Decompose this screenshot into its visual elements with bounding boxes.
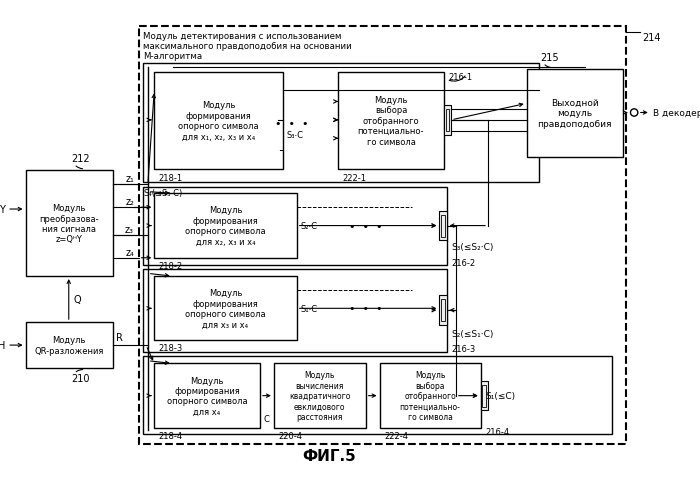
Text: S₁(≤C): S₁(≤C) bbox=[485, 391, 515, 400]
Text: •  •  •: • • • bbox=[349, 221, 382, 231]
Bar bbox=[446, 110, 449, 132]
Text: 216-1: 216-1 bbox=[449, 73, 472, 82]
Bar bbox=[481, 381, 488, 410]
Text: H: H bbox=[0, 341, 6, 350]
Bar bbox=[26, 171, 113, 277]
Bar bbox=[440, 211, 447, 241]
Bar bbox=[144, 356, 612, 434]
Bar bbox=[444, 106, 452, 135]
Text: Модуль
формирования
опорного символа
для x₃ и x₄: Модуль формирования опорного символа для… bbox=[186, 288, 266, 329]
Bar bbox=[144, 187, 447, 265]
Text: z₄: z₄ bbox=[125, 247, 134, 257]
Text: S₂⋅C: S₂⋅C bbox=[300, 222, 317, 231]
Text: S₂(≤S₁⋅C): S₂(≤S₁⋅C) bbox=[452, 329, 493, 338]
Text: z₂: z₂ bbox=[125, 197, 134, 207]
Text: 212: 212 bbox=[71, 154, 90, 163]
Text: 216-4: 216-4 bbox=[485, 427, 510, 436]
Text: Y: Y bbox=[0, 204, 6, 215]
Text: 215: 215 bbox=[540, 53, 559, 63]
Text: Q: Q bbox=[74, 295, 81, 305]
Text: C: C bbox=[263, 414, 270, 423]
Text: 220-4: 220-4 bbox=[279, 431, 302, 440]
Text: В декодер: В декодер bbox=[652, 109, 700, 118]
Text: z₁: z₁ bbox=[125, 174, 134, 184]
Text: •  •  •: • • • bbox=[275, 119, 309, 128]
Text: S₃⋅C: S₃⋅C bbox=[286, 131, 304, 140]
Text: Модуль
преобразова-
ния сигнала
z=QᴴY: Модуль преобразова- ния сигнала z=QᴴY bbox=[39, 204, 99, 244]
Text: 214: 214 bbox=[643, 33, 661, 42]
Text: 218-2: 218-2 bbox=[159, 261, 183, 270]
Text: S₃(≤S₂⋅C): S₃(≤S₂⋅C) bbox=[452, 243, 493, 252]
Text: Модуль
выбора
отобранного
потенциально-
го символа: Модуль выбора отобранного потенциально- … bbox=[358, 96, 424, 146]
Text: Модуль
выбора
отобранного
потенциально-
го символа: Модуль выбора отобранного потенциально- … bbox=[400, 370, 461, 421]
Text: Модуль
вычисления
квадратичного
евклидового
расстояния: Модуль вычисления квадратичного евклидов… bbox=[289, 370, 351, 421]
Bar bbox=[274, 364, 365, 428]
Bar bbox=[441, 300, 444, 322]
Text: 222-4: 222-4 bbox=[384, 431, 408, 440]
Text: Модуль
QR-разложения: Модуль QR-разложения bbox=[34, 336, 104, 355]
Bar bbox=[139, 27, 626, 445]
Bar bbox=[154, 73, 283, 169]
Bar bbox=[379, 364, 481, 428]
Bar bbox=[144, 269, 447, 352]
Text: 218-3: 218-3 bbox=[159, 344, 183, 352]
Text: 210: 210 bbox=[71, 373, 90, 383]
Text: R: R bbox=[116, 333, 122, 343]
Bar bbox=[154, 277, 297, 341]
Text: 218-4: 218-4 bbox=[159, 431, 183, 440]
Text: ФИГ.5: ФИГ.5 bbox=[302, 448, 356, 463]
Text: Модуль
формирования
опорного символа
для x₂, x₃ и x₄: Модуль формирования опорного символа для… bbox=[186, 206, 266, 246]
Bar bbox=[144, 64, 538, 183]
Text: z₃: z₃ bbox=[125, 224, 134, 234]
Bar bbox=[441, 215, 444, 237]
Text: Выходной
модуль
правдоподобия: Выходной модуль правдоподобия bbox=[538, 99, 612, 129]
Text: Модуль
формирования
опорного символа
для x₁, x₂, x₃ и x₄: Модуль формирования опорного символа для… bbox=[178, 101, 259, 141]
Text: 216-3: 216-3 bbox=[452, 345, 475, 353]
Bar bbox=[26, 323, 113, 368]
Text: S₁⋅C: S₁⋅C bbox=[300, 304, 318, 313]
Text: Модуль
формирования
опорного символа
для x₄: Модуль формирования опорного символа для… bbox=[167, 376, 247, 416]
Bar bbox=[482, 385, 486, 407]
Text: Модуль детектирования с использованием
максимального правдоподобия на основании
: Модуль детектирования с использованием м… bbox=[144, 32, 352, 61]
Bar bbox=[338, 73, 444, 169]
Bar bbox=[154, 194, 297, 258]
Text: 218-1: 218-1 bbox=[159, 174, 183, 183]
Bar bbox=[154, 364, 260, 428]
Bar bbox=[526, 70, 623, 157]
Bar bbox=[440, 296, 447, 325]
Text: S₄(≤S₃⋅C): S₄(≤S₃⋅C) bbox=[144, 188, 183, 198]
Text: •  •  •: • • • bbox=[349, 304, 382, 314]
Text: 222-1: 222-1 bbox=[343, 174, 367, 183]
Text: 216-2: 216-2 bbox=[452, 258, 475, 267]
